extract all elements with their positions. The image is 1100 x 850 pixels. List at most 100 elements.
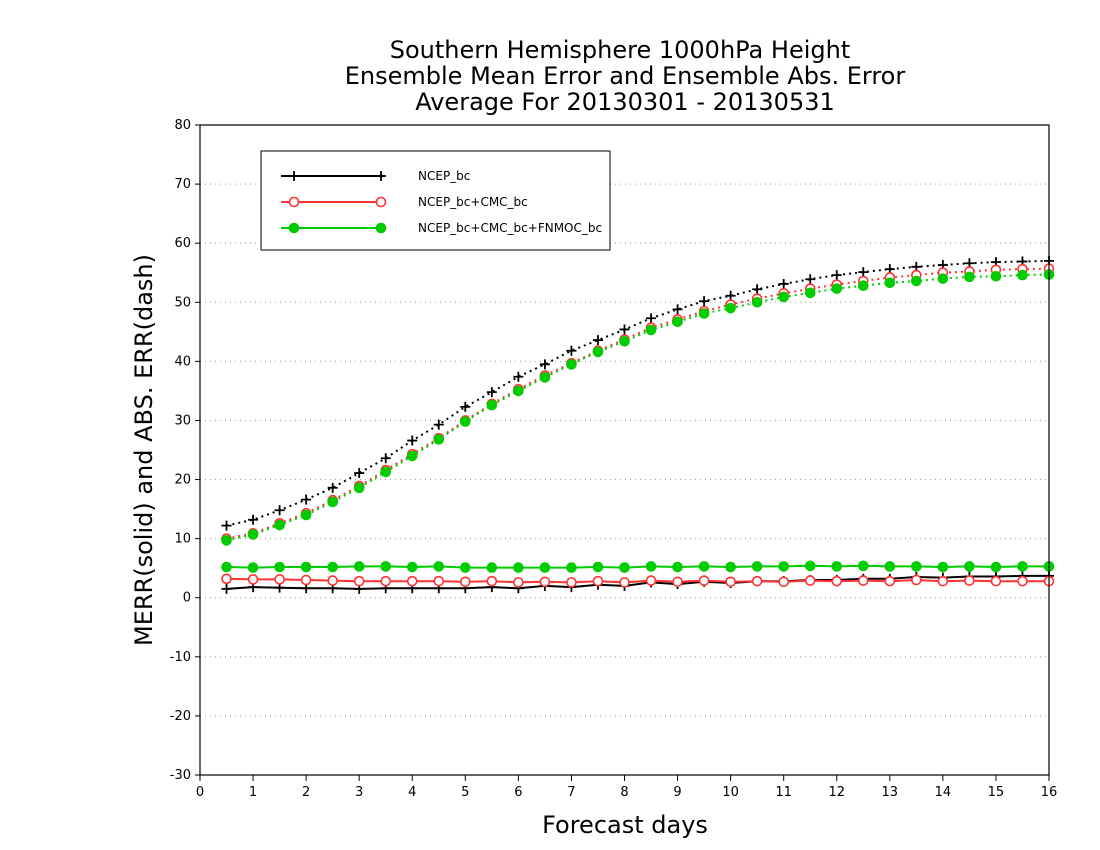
merr-point [751, 575, 763, 587]
abs-err-point [513, 371, 524, 382]
merr-point [513, 562, 524, 573]
abs-err-point [858, 267, 869, 278]
title-line-2: Ensemble Mean Error and Ensemble Abs. Er… [345, 62, 906, 90]
abs-err-line [226, 267, 1050, 540]
y-tick-label: 50 [174, 295, 191, 310]
legend-label: NCEP_bc+CMC_bc+FNMOC_bc [418, 221, 602, 235]
merr-point [247, 574, 259, 585]
abs-err-point [353, 482, 365, 494]
abs-err-point [672, 316, 683, 328]
abs-err-point [539, 359, 550, 370]
abs-err-point [407, 435, 418, 446]
merr-point [221, 573, 232, 585]
legend-marker [375, 196, 387, 208]
abs-err-line [226, 259, 1050, 527]
merr-point [221, 583, 232, 594]
abs-err-point [699, 296, 710, 307]
merr-point [911, 561, 922, 572]
merr-point [274, 561, 285, 573]
merr-point [857, 560, 869, 572]
merr-point [592, 575, 604, 587]
abs-err-point [354, 468, 365, 479]
merr-point [353, 561, 365, 572]
merr-point [804, 575, 816, 586]
merr-point [619, 577, 630, 588]
merr-point [990, 575, 1002, 587]
merr-point [937, 561, 949, 573]
merr-point [831, 575, 843, 587]
merr-point [831, 561, 843, 572]
x-tick-label: 11 [775, 785, 792, 800]
abs-err-point [248, 514, 259, 525]
merr-point [300, 574, 312, 586]
x-axis-label: Forecast days [542, 811, 708, 839]
merr-point [964, 561, 975, 572]
merr-point [990, 561, 1002, 573]
merr-point [884, 575, 896, 587]
abs-err-point [327, 482, 338, 493]
x-tick-label: 6 [514, 785, 522, 800]
legend-entry: NCEP_bc [281, 169, 470, 183]
legend-marker [375, 222, 387, 234]
y-tick-label: 10 [174, 532, 191, 547]
legend-box [260, 150, 611, 251]
abs-err-point [486, 387, 497, 398]
abs-err-point [831, 270, 842, 281]
legend-marker [376, 171, 386, 181]
x-tick-label: 8 [620, 785, 628, 800]
abs-err-point [592, 346, 604, 358]
x-tick-label: 13 [882, 785, 899, 800]
abs-err-point [990, 270, 1002, 282]
merr-point [911, 574, 922, 586]
merr-point [433, 575, 445, 587]
abs-err-point [406, 450, 418, 462]
abs-err-point [778, 278, 789, 289]
merr-point [1017, 561, 1028, 572]
abs-err-point [698, 308, 710, 319]
legend-entry: NCEP_bc+CMC_bc+FNMOC_bc [281, 221, 602, 235]
merr-point [380, 561, 392, 572]
merr-point [804, 560, 816, 572]
chart-title: Southern Hemisphere 1000hPa Height Ensem… [345, 36, 906, 116]
abs-err-point [301, 494, 312, 505]
merr-point [937, 575, 949, 587]
merr-point [725, 561, 736, 573]
merr-point [592, 561, 604, 573]
abs-err-point [725, 302, 736, 314]
abs-err-point [751, 296, 763, 308]
merr-point [353, 575, 365, 587]
abs-err-point [566, 345, 577, 356]
y-tick-label: 30 [174, 413, 191, 428]
x-tick-label: 15 [988, 785, 1005, 800]
abs-err-point [460, 416, 471, 427]
abs-err-point [619, 324, 630, 335]
abs-err-point [831, 283, 843, 294]
y-tick-label: 0 [183, 591, 191, 606]
y-tick-label: 20 [174, 473, 191, 488]
merr-point [672, 561, 683, 573]
merr-point [486, 562, 498, 573]
merr-line [226, 564, 1049, 569]
merr-point [221, 561, 232, 573]
merr-point [566, 577, 577, 588]
x-tick-label: 12 [828, 785, 845, 800]
merr-point [645, 561, 657, 572]
merr-point [778, 576, 789, 588]
y-tick-label: 70 [174, 177, 191, 192]
merr-point [672, 576, 683, 588]
x-tick-label: 4 [408, 785, 416, 800]
legend-marker [288, 196, 300, 208]
y-tick-label: -30 [170, 768, 191, 783]
merr-point [698, 575, 710, 586]
x-tick-label: 10 [722, 785, 739, 800]
series-layer [221, 255, 1055, 594]
abs-err-point [804, 287, 816, 299]
abs-err-point [274, 505, 285, 516]
abs-err-point [513, 385, 524, 397]
abs-err-point [937, 273, 949, 284]
y-tick-label: 40 [174, 354, 191, 369]
merr-point [539, 576, 551, 588]
abs-err-point [486, 399, 498, 411]
merr-point [327, 575, 338, 586]
legend-label: NCEP_bc+CMC_bc [418, 195, 528, 209]
